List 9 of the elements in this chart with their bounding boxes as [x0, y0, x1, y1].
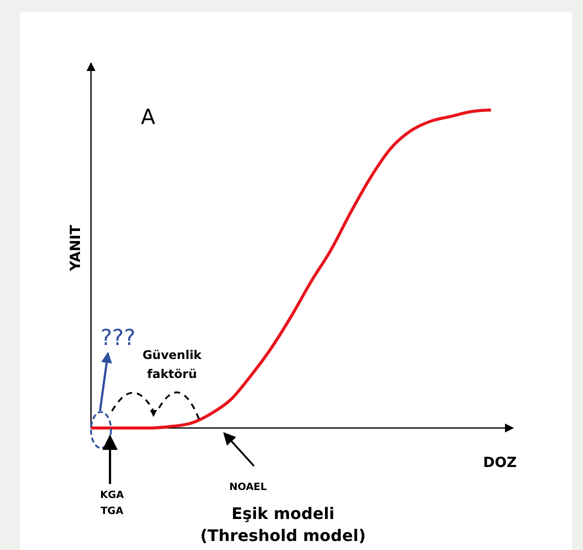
annotation: ??? — [100, 326, 136, 351]
text: NOAEL — [229, 482, 268, 493]
x-axis-title: DOZ — [483, 455, 517, 471]
annotation: Güvenlik faktörü — [142, 348, 203, 381]
y-axis-title: YANIT — [68, 224, 84, 272]
annotation: A — [140, 105, 156, 129]
text: TGA — [100, 506, 124, 517]
text: KGA — [100, 490, 124, 501]
text: Eşik modeli (Threshold model) — [200, 504, 366, 545]
